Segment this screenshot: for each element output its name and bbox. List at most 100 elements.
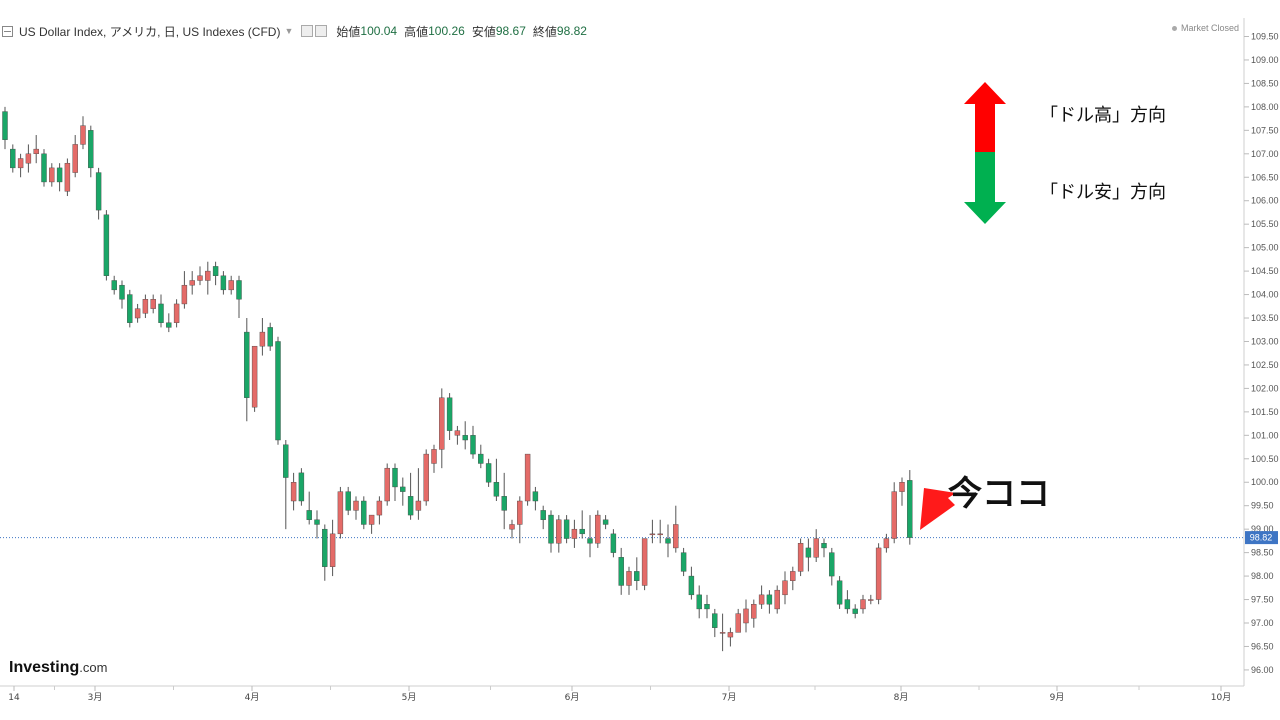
candle-body-down — [563, 519, 570, 539]
current-price-tag — [1245, 531, 1278, 545]
candle-body-down — [2, 111, 8, 140]
candle — [345, 486, 351, 516]
candle — [33, 135, 39, 164]
candle — [431, 444, 437, 473]
candle-body-down — [275, 341, 281, 441]
collapse-icon[interactable] — [2, 25, 13, 37]
candle-body-up — [353, 500, 359, 511]
up-arrow-icon — [964, 82, 1006, 152]
candle-body-up — [134, 308, 141, 319]
candle-body-down — [446, 397, 453, 431]
candle — [727, 627, 734, 647]
candle-body-up — [25, 153, 32, 164]
candle — [618, 547, 624, 595]
time-axis: 14 3月 4月 5月 6月 7月 8月 9月 10月 — [8, 686, 1231, 703]
y-tick-label: 105.50 — [1251, 219, 1279, 229]
candle-body-up — [899, 482, 905, 492]
candle-body-up — [649, 533, 656, 536]
candle — [446, 393, 453, 441]
close-icon[interactable] — [315, 25, 328, 37]
y-tick-label: 100.00 — [1251, 477, 1279, 487]
candle — [836, 576, 843, 609]
candle — [88, 125, 94, 178]
open-label: 始値 — [336, 24, 361, 39]
candle-body-up — [33, 148, 39, 155]
candle-body-up — [205, 270, 211, 281]
y-tick-label: 105.00 — [1251, 243, 1279, 253]
candle-body-down — [821, 543, 827, 549]
candle — [127, 289, 133, 328]
candle — [95, 167, 102, 220]
candle-body-down — [95, 172, 102, 211]
candle — [392, 463, 398, 502]
candle — [205, 261, 211, 295]
candle-body-down — [10, 148, 16, 169]
dollar-up-annotation: 「ドル高」方向 — [1040, 105, 1166, 126]
candle — [80, 116, 86, 150]
candle — [719, 613, 726, 652]
y-tick-label: 104.50 — [1251, 266, 1279, 276]
candle — [384, 463, 390, 506]
candle-body-down — [829, 552, 835, 577]
candle — [10, 144, 16, 173]
candle-body-down — [283, 444, 289, 478]
candle — [813, 529, 819, 563]
candle — [563, 515, 570, 544]
candle — [704, 594, 710, 619]
candle-body-down — [680, 552, 687, 572]
candle-body-up — [197, 275, 203, 281]
candle — [189, 271, 195, 295]
high-label: 高値 — [404, 24, 429, 39]
candle — [891, 482, 897, 544]
chart-header: US Dollar Index, アメリカ, 日, US Indexes (CF… — [2, 22, 587, 40]
candle — [595, 510, 601, 548]
candle-body-down — [610, 533, 617, 553]
candle-body-up — [376, 500, 383, 516]
low-value: 98.67 — [495, 24, 526, 38]
candle — [49, 163, 55, 187]
current-price-label: 98.82 — [1250, 533, 1273, 543]
candle — [493, 458, 500, 502]
candle — [665, 524, 671, 558]
candle — [680, 547, 687, 577]
candle — [56, 163, 63, 192]
candle-body-down — [244, 331, 250, 398]
candle-body-up — [509, 524, 515, 530]
candle — [329, 519, 336, 577]
candle-body-up — [49, 167, 55, 183]
candle — [298, 468, 305, 506]
candle — [470, 425, 476, 459]
candle-body-down — [322, 528, 328, 567]
candle — [571, 519, 578, 548]
candle — [72, 135, 78, 178]
candle — [275, 336, 281, 445]
candle — [212, 261, 219, 286]
candle — [782, 571, 788, 605]
candle-body-up — [860, 599, 866, 610]
candle-body-down — [478, 453, 484, 464]
y-tick-label: 103.50 — [1251, 313, 1279, 323]
low-label: 安値 — [471, 24, 496, 39]
market-status-text: Market Closed — [1180, 23, 1239, 33]
candle — [852, 604, 858, 619]
candle-body-down — [704, 604, 710, 610]
candle-body-up — [290, 482, 297, 502]
candle — [524, 453, 531, 506]
y-tick-label: 101.00 — [1251, 430, 1279, 440]
candle-body-up — [384, 467, 390, 502]
candle — [267, 322, 273, 351]
candle — [454, 425, 461, 445]
candle — [134, 303, 141, 323]
candle-body-down — [400, 486, 406, 492]
candle-body-up — [641, 538, 648, 586]
candle-body-up — [189, 280, 195, 286]
settings-icon[interactable] — [301, 25, 314, 37]
candle-body-down — [236, 280, 242, 300]
chevron-down-icon[interactable]: ▼ — [284, 26, 294, 36]
candle-body-down — [688, 575, 695, 596]
candle-body-down — [852, 608, 858, 614]
candle — [314, 510, 320, 539]
open-value: 100.04 — [360, 24, 398, 38]
y-tick-label: 97.00 — [1251, 618, 1274, 628]
candle-body-up — [883, 538, 890, 549]
